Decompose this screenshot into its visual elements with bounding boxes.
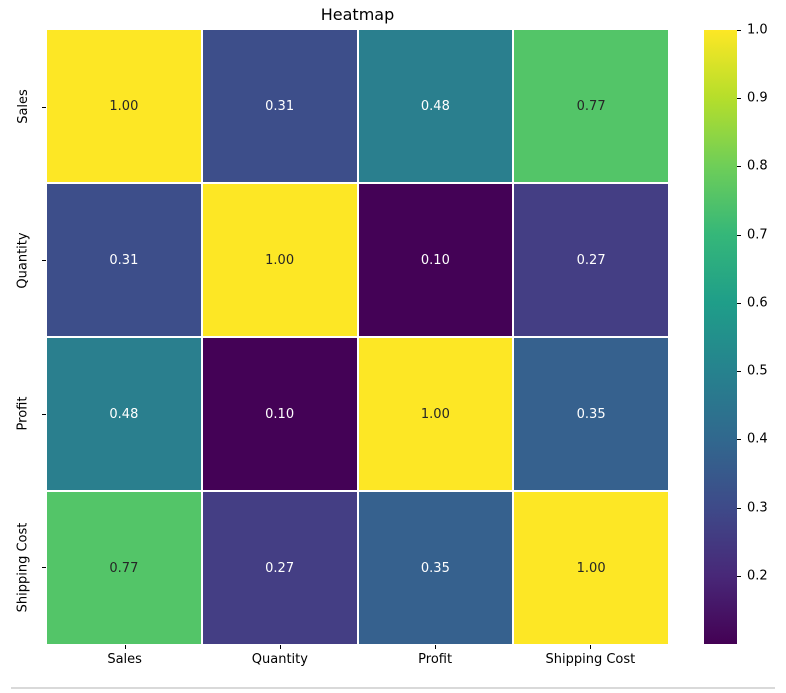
heatmap-cell: 0.27 bbox=[514, 184, 668, 336]
colorbar-tick-mark bbox=[737, 507, 741, 509]
heatmap-cell: 0.77 bbox=[47, 492, 201, 644]
y-tick-mark bbox=[42, 413, 46, 415]
colorbar-tick-label: 1.0 bbox=[747, 22, 768, 38]
heatmap-cell: 0.35 bbox=[358, 492, 513, 644]
colorbar-tick-label: 0.2 bbox=[747, 568, 768, 584]
colorbar-tick-label: 0.8 bbox=[747, 158, 768, 174]
colorbar-tick-mark bbox=[737, 98, 741, 100]
x-axis-label: Quantity bbox=[251, 652, 308, 667]
y-tick-mark bbox=[42, 567, 46, 569]
heatmap-cell: 1.00 bbox=[514, 492, 668, 644]
chart-title: Heatmap bbox=[320, 5, 395, 24]
heatmap-cell: 1.00 bbox=[47, 30, 201, 182]
x-tick-mark bbox=[435, 645, 437, 649]
y-axis-label-text: Quantity bbox=[15, 232, 31, 289]
heatmap-cell: 1.00 bbox=[358, 338, 513, 490]
heatmap-cell: 0.31 bbox=[202, 30, 357, 182]
colorbar-tick-label: 0.4 bbox=[747, 431, 768, 447]
colorbar bbox=[704, 30, 737, 644]
y-axis-label: Shipping Cost bbox=[8, 491, 38, 645]
heatmap-cell: 0.48 bbox=[358, 30, 513, 182]
heatmap-cell: 0.31 bbox=[47, 184, 201, 336]
y-axis-label: Sales bbox=[8, 30, 38, 184]
colorbar-tick-mark bbox=[737, 30, 741, 31]
y-tick-mark bbox=[42, 260, 46, 262]
heatmap-grid: 1.00 0.31 0.48 0.77 0.31 1.00 0.10 0.27 0.48 0.10… bbox=[47, 30, 668, 644]
x-axis-label: Sales bbox=[107, 652, 142, 667]
x-tick-mark bbox=[279, 645, 281, 649]
x-tick-mark bbox=[124, 645, 126, 649]
colorbar-tick-mark bbox=[737, 166, 741, 168]
y-axis-label-text: Profit bbox=[15, 396, 31, 431]
x-axis-label: Profit bbox=[418, 652, 453, 667]
heatmap-cell: 0.10 bbox=[358, 184, 513, 336]
x-axis-label: Shipping Cost bbox=[545, 652, 636, 667]
y-tick-mark bbox=[42, 106, 46, 108]
heatmap-cell: 1.00 bbox=[202, 184, 357, 336]
y-axis-label: Profit bbox=[8, 337, 38, 491]
heatmap-cell: 0.27 bbox=[202, 492, 357, 644]
colorbar-tick-mark bbox=[737, 234, 741, 236]
bottom-divider bbox=[11, 687, 775, 689]
colorbar-tick-mark bbox=[737, 439, 741, 441]
heatmap-cell: 0.10 bbox=[202, 338, 357, 490]
colorbar-tick-label: 0.3 bbox=[747, 500, 768, 516]
colorbar-tick-label: 0.9 bbox=[747, 90, 768, 106]
y-axis-label-text: Sales bbox=[15, 89, 31, 125]
colorbar-tick-label: 0.7 bbox=[747, 227, 768, 243]
colorbar-tick-mark bbox=[737, 371, 741, 373]
x-tick-mark bbox=[590, 645, 592, 649]
y-axis-label: Quantity bbox=[8, 184, 38, 338]
heatmap-cell: 0.48 bbox=[47, 338, 201, 490]
heatmap-cell: 0.77 bbox=[514, 30, 668, 182]
colorbar-tick-mark bbox=[737, 302, 741, 304]
colorbar-tick-label: 0.6 bbox=[747, 295, 768, 311]
colorbar-tick-label: 0.5 bbox=[747, 363, 768, 379]
y-axis-label-text: Shipping Cost bbox=[15, 522, 31, 613]
colorbar-tick-mark bbox=[737, 575, 741, 577]
heatmap-cell: 0.35 bbox=[514, 338, 668, 490]
